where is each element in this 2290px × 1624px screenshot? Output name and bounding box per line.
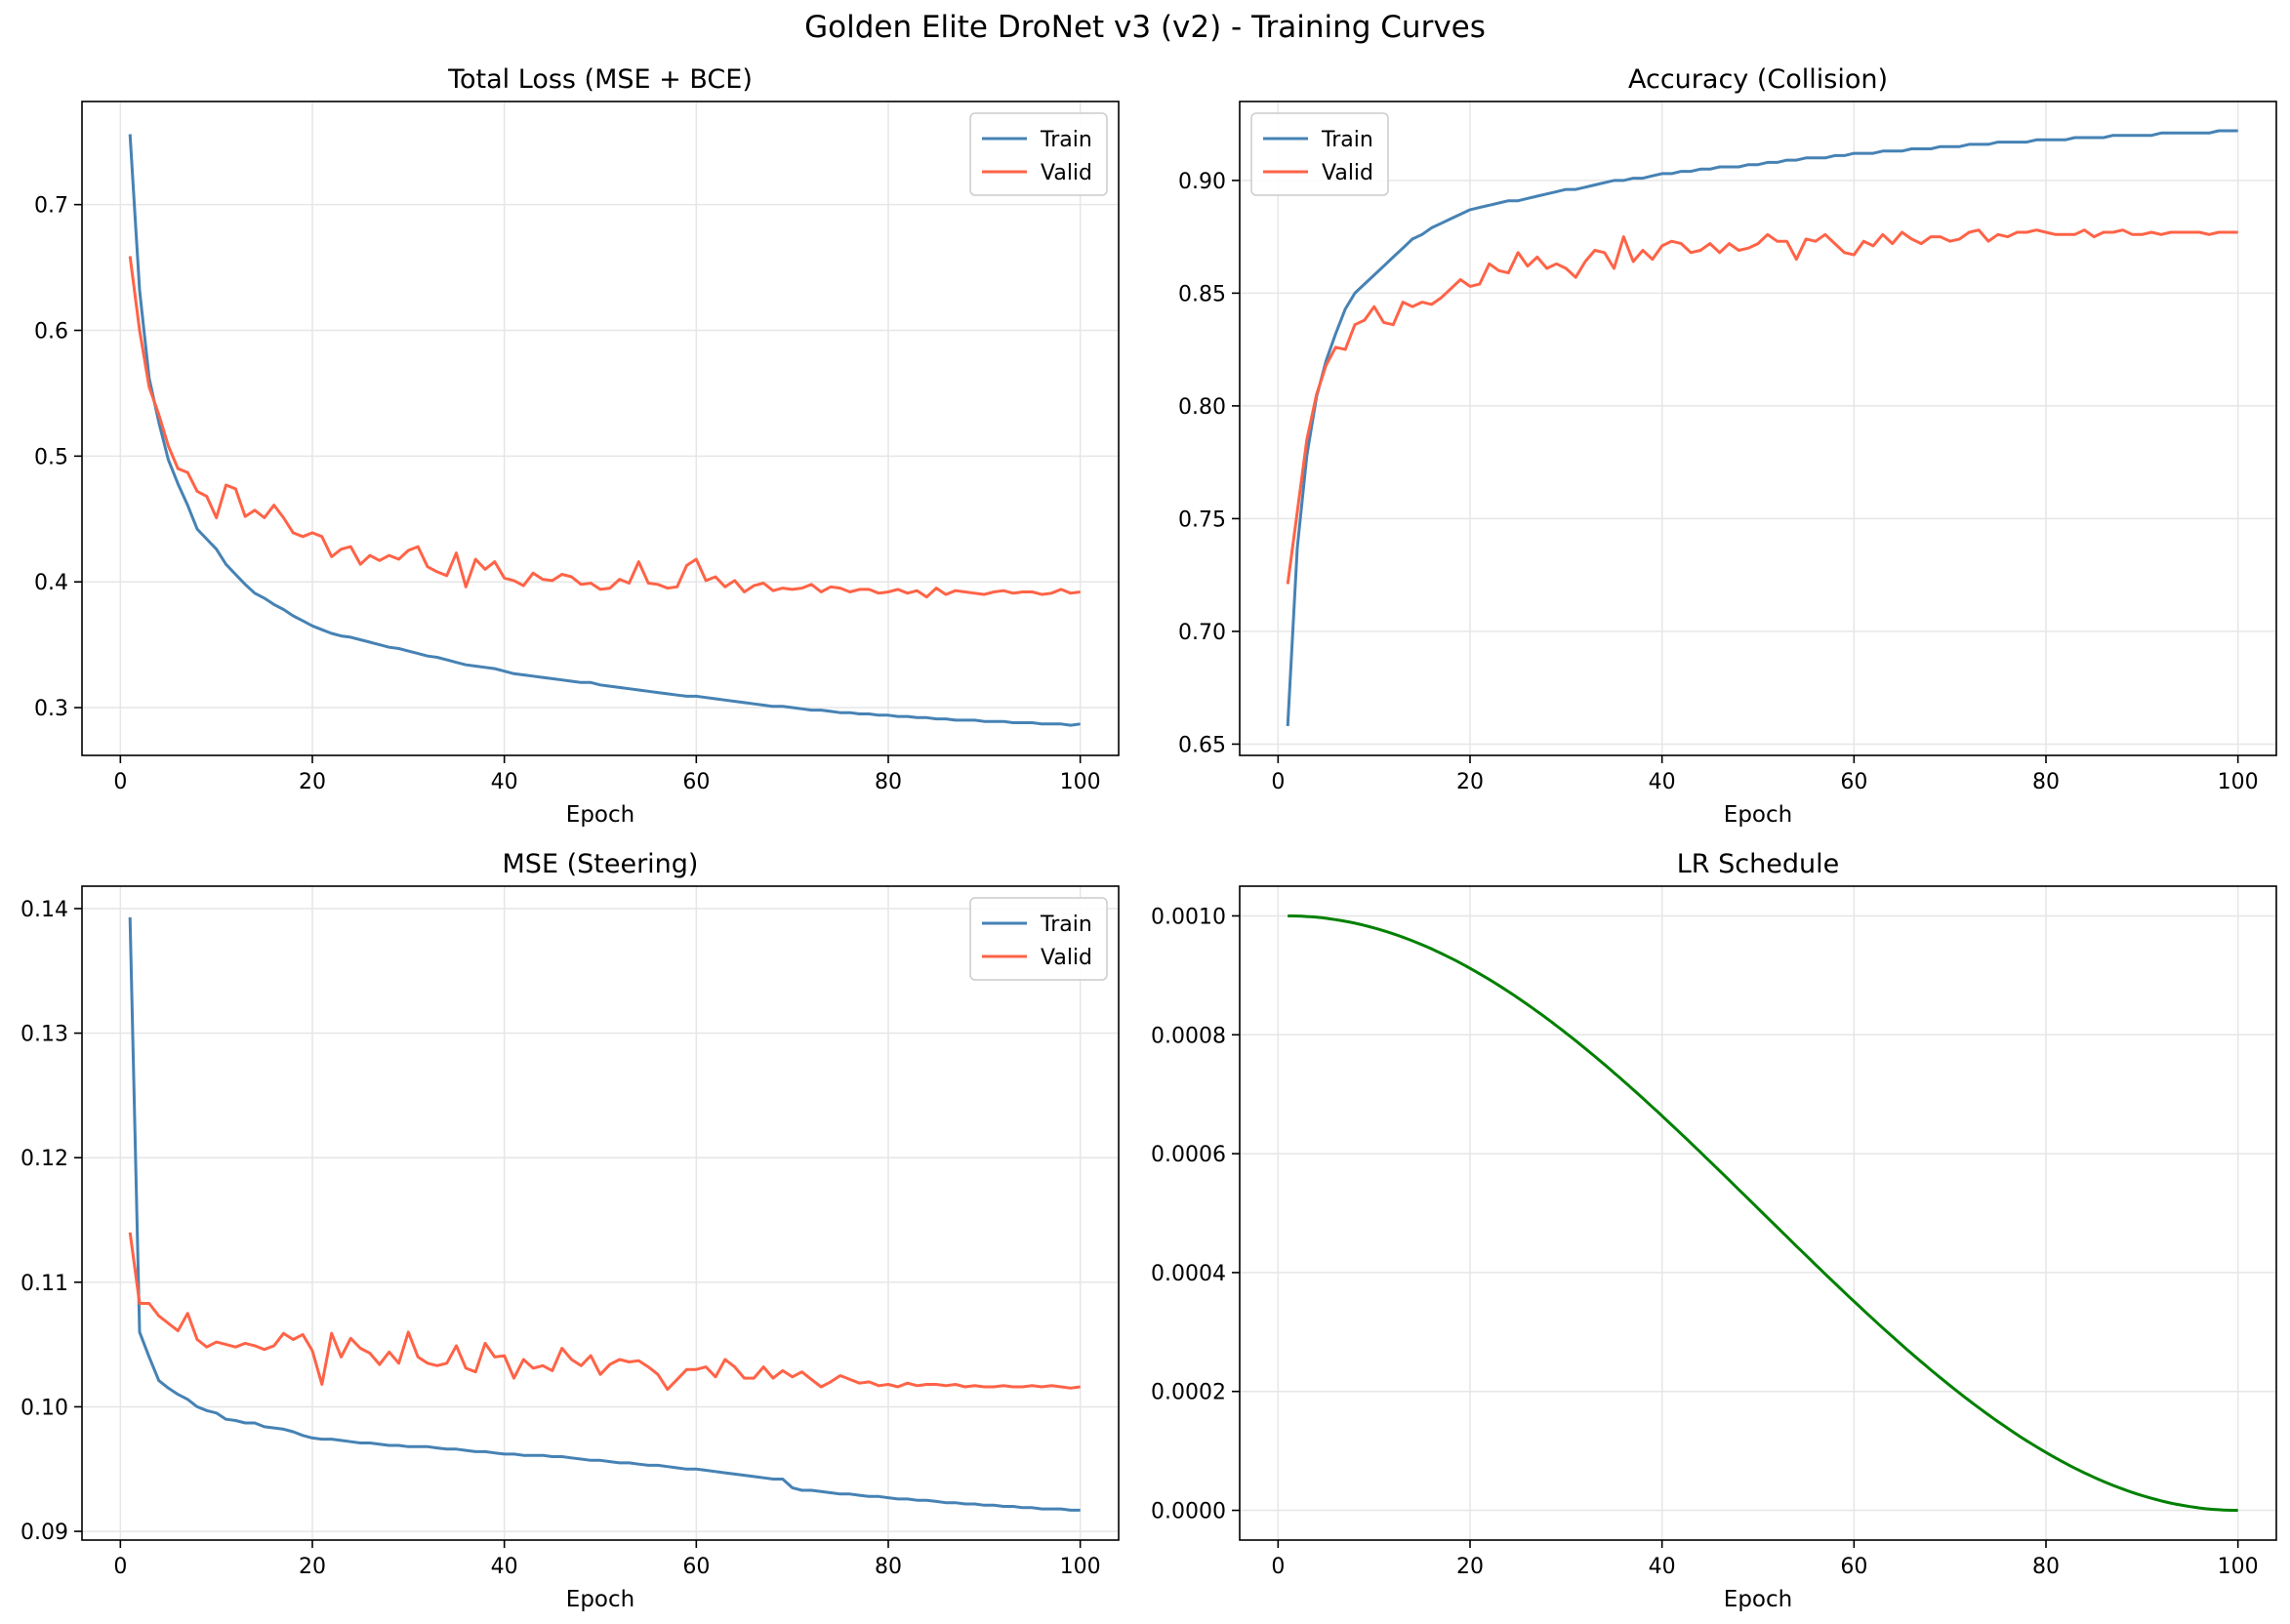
y-tick-label: 0.75: [1178, 508, 1226, 532]
x-tick-label: 100: [2218, 770, 2259, 794]
x-axis-label: Epoch: [566, 802, 634, 828]
y-tick-label: 0.6: [34, 320, 68, 345]
x-tick-label: 20: [1456, 1555, 1484, 1579]
legend-label: Valid: [1041, 946, 1092, 970]
y-tick-label: 0.09: [20, 1521, 68, 1545]
x-tick-label: 20: [299, 1555, 326, 1579]
y-tick-label: 0.0006: [1151, 1143, 1226, 1167]
x-tick-label: 80: [2032, 1555, 2060, 1579]
series-line-lr: [1288, 914, 2238, 1512]
subplot-title: MSE (Steering): [503, 849, 699, 879]
y-tick-label: 0.5: [34, 445, 68, 469]
x-tick-label: 0: [113, 1555, 127, 1579]
y-tick-label: 0.85: [1178, 282, 1226, 306]
x-tick-label: 20: [299, 770, 326, 794]
x-tick-label: 100: [1060, 770, 1101, 794]
x-tick-label: 60: [1840, 1555, 1867, 1579]
y-tick-label: 0.3: [34, 697, 68, 721]
series-line-train: [128, 916, 1081, 1512]
y-tick-label: 0.65: [1178, 733, 1226, 757]
x-tick-label: 80: [875, 770, 902, 794]
x-tick-label: 0: [113, 770, 127, 794]
legend-box: [969, 897, 1108, 981]
y-tick-label: 0.0008: [1151, 1024, 1226, 1048]
series-line-valid: [128, 1232, 1081, 1392]
y-tick-label: 0.80: [1178, 395, 1226, 420]
axes-frame: [1239, 885, 2277, 1541]
legend-label: Valid: [1041, 161, 1092, 185]
y-tick-label: 0.12: [20, 1147, 68, 1171]
y-tick-label: 0.11: [20, 1272, 68, 1296]
x-tick-label: 40: [1649, 1555, 1676, 1579]
x-axis-label: Epoch: [566, 1587, 634, 1612]
legend-box: [969, 112, 1108, 196]
series-line-train: [128, 134, 1081, 727]
y-tick-label: 0.0004: [1151, 1262, 1226, 1286]
y-tick-label: 0.10: [20, 1396, 68, 1420]
legend-box: [1250, 112, 1389, 196]
figure-title: Golden Elite DroNet v3 (v2) - Training C…: [804, 10, 1486, 45]
legend: Train Valid: [969, 897, 1108, 981]
x-tick-label: 60: [1840, 770, 1867, 794]
axes-frame: [1239, 101, 2277, 756]
legend: Train Valid: [969, 112, 1108, 196]
x-tick-label: 100: [2218, 1555, 2259, 1579]
y-tick-label: 0.4: [34, 571, 68, 595]
x-tick-label: 40: [491, 1555, 518, 1579]
subplot-title: LR Schedule: [1677, 849, 1839, 879]
x-tick-label: 80: [875, 1555, 902, 1579]
x-tick-label: 0: [1271, 770, 1285, 794]
subplot-3: 0 20 40 60 80 100 0.09 0.10 0.11 0.12 0.13 0.14 MSE …: [20, 849, 1120, 1612]
x-tick-label: 40: [491, 770, 518, 794]
y-tick-label: 0.90: [1178, 170, 1226, 194]
x-axis-label: Epoch: [1724, 802, 1792, 828]
subplot-title: Accuracy (Collision): [1628, 64, 1888, 95]
y-tick-label: 0.13: [20, 1023, 68, 1047]
x-tick-label: 40: [1649, 770, 1676, 794]
subplot-2: 0 20 40 60 80 100 0.65 0.70 0.75 0.80 0.85 0.90 Accu…: [1178, 64, 2277, 828]
y-tick-label: 0.0002: [1151, 1381, 1226, 1405]
subplot-1: 0 20 40 60 80 100 0.3 0.4 0.5 0.6 0.7 Total Loss (M…: [34, 64, 1120, 828]
x-tick-label: 60: [682, 770, 710, 794]
x-tick-label: 20: [1456, 770, 1484, 794]
y-tick-label: 0.70: [1178, 621, 1226, 645]
subplot-4: 0 20 40 60 80 100 0.0000 0.0002 0.0004 0.0006 0.00…: [1151, 849, 2277, 1612]
legend: Train Valid: [1250, 112, 1389, 196]
y-tick-label: 0.7: [34, 194, 68, 219]
series-line-train: [1286, 129, 2238, 727]
legend-label: Train: [1040, 913, 1092, 937]
series-line-valid: [1286, 228, 2238, 585]
x-tick-label: 100: [1060, 1555, 1101, 1579]
y-tick-label: 0.0010: [1151, 905, 1226, 929]
y-tick-label: 0.14: [20, 898, 68, 922]
y-tick-label: 0.0000: [1151, 1500, 1226, 1524]
x-tick-label: 60: [682, 1555, 710, 1579]
series-line-valid: [128, 256, 1081, 599]
legend-label: Valid: [1322, 161, 1373, 185]
x-tick-label: 0: [1271, 1555, 1285, 1579]
axes-frame: [81, 101, 1120, 756]
axes-frame: [81, 885, 1120, 1541]
legend-label: Train: [1040, 128, 1092, 152]
subplot-title: Total Loss (MSE + BCE): [447, 64, 753, 95]
x-axis-label: Epoch: [1724, 1587, 1792, 1612]
x-tick-label: 80: [2032, 770, 2060, 794]
legend-label: Train: [1321, 128, 1373, 152]
